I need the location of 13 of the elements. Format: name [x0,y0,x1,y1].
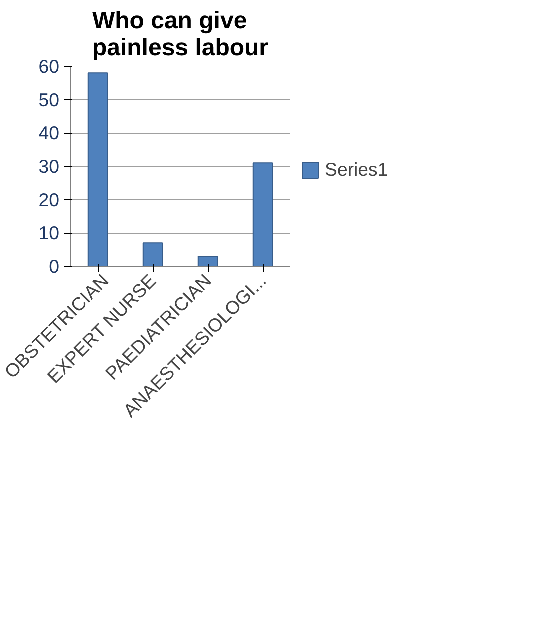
y-tick-label: 20 [38,189,60,210]
y-tick-label: 10 [38,222,60,244]
chart-title: Who can give painless labour [92,8,269,62]
bar [142,242,164,266]
y-tick-label: 30 [38,156,60,177]
bar [88,72,108,266]
y-tick-label: 40 [38,122,60,144]
y-tick-label: 0 [49,256,60,277]
legend-label: Series1 [325,159,388,181]
y-tick-label: 60 [38,56,60,77]
bar [252,162,274,266]
bar [198,256,218,266]
y-tick-label: 50 [38,89,60,110]
